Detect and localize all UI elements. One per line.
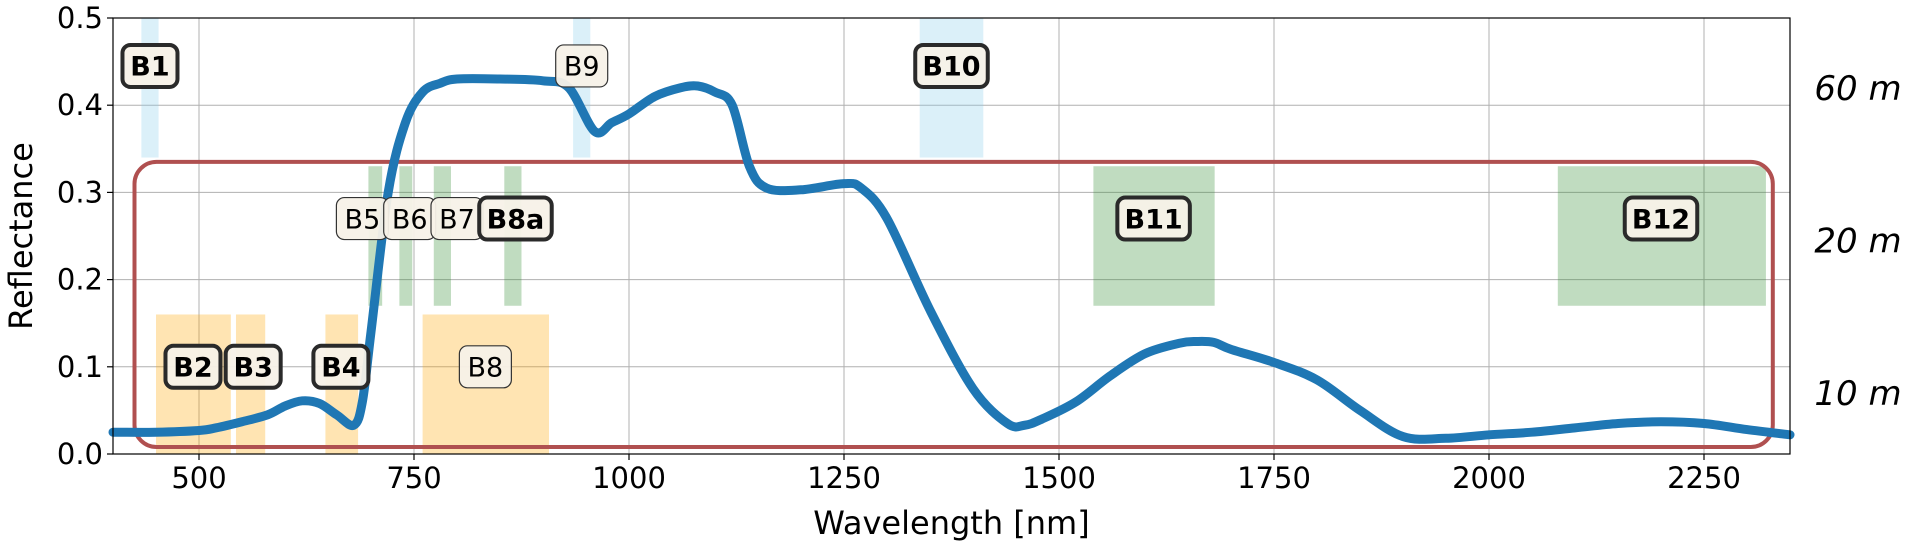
highlight-box-layer [132,159,1775,450]
band-label-b2: B2 [163,343,223,390]
band-label-text: B12 [1632,204,1690,235]
band-label-b9: B9 [555,44,609,88]
band-label-b4: B4 [311,343,371,390]
y-tick-label: 0.1 [57,350,103,384]
x-tick-label: 1000 [592,461,666,495]
band-label-box [1622,195,1700,242]
band-label-text: B4 [321,353,360,384]
band-labels: B1 B9 B10 B5 B6 B7 B8a B11 B12 B2 B3 B4 B8 [120,42,1700,390]
band-label-b6: B6 [383,196,437,241]
x-tick-label: 2000 [1452,461,1526,495]
y-tick-label: 0.0 [57,437,103,471]
band-label-box [913,42,990,89]
band-label-box [477,195,554,242]
y-tick-label: 0.5 [57,1,103,35]
resolution-label: 20 m [1814,221,1901,261]
band-label-text: B1 [130,52,169,83]
x-tick-label: 2250 [1667,461,1741,495]
band-label-b11: B11 [1115,195,1192,242]
reflectance-curve-layer [108,74,1795,444]
band-label-box [555,44,609,88]
band-label-b5: B5 [335,196,389,241]
band-label-b7: B7 [430,196,484,241]
y-axis-ticks: 0.0 0.1 0.2 0.3 0.4 0.5 [57,1,113,471]
y-tick-label: 0.3 [57,175,103,209]
band-label-text: B2 [173,353,212,384]
band-label-text: B3 [233,353,272,384]
resolution-label: 60 m [1814,69,1901,109]
band-label-box [311,343,371,390]
x-tick-label: 500 [171,461,226,495]
band-label-b8: B8 [458,345,512,389]
band-label-text: B8a [487,204,545,235]
band-label-text: B10 [922,52,980,83]
band-label-b12: B12 [1622,195,1700,242]
band-label-text: B7 [439,204,475,235]
band-label-text: B9 [564,52,600,83]
band-label-box [120,42,180,89]
y-tick-label: 0.2 [57,263,103,297]
y-axis-label: Reflectance [2,142,40,330]
highlight-box [132,159,1775,450]
band-label-text: B5 [345,204,381,235]
plot-frame [112,17,1791,455]
band-b9-region [573,18,591,158]
band-label-text: B8 [468,353,504,384]
band-label-box [223,343,283,390]
band-label-b8a: B8a [477,195,554,242]
band-label-box [163,343,223,390]
x-tick-label: 750 [386,461,441,495]
band-label-b10: B10 [913,42,990,89]
y-tick-label: 0.4 [57,88,103,122]
x-tick-label: 1750 [1237,461,1311,495]
x-tick-label: 1500 [1022,461,1096,495]
band-label-text: B11 [1125,204,1183,235]
band-label-b1: B1 [120,42,180,89]
reflectance-curve-0 [108,74,1795,444]
resolution-labels: 60 m 20 m 10 m [1814,69,1901,414]
x-axis-ticks: 500 750 1000 1250 1500 1750 2000 2250 [171,454,1741,495]
band-label-box [1115,195,1192,242]
resolution-label: 10 m [1814,374,1901,414]
x-tick-label: 1250 [807,461,881,495]
x-axis-label: Wavelength [nm] [813,504,1089,542]
band-label-box [458,345,512,389]
band-label-b3: B3 [223,343,283,390]
band-label-text: B6 [392,204,428,235]
